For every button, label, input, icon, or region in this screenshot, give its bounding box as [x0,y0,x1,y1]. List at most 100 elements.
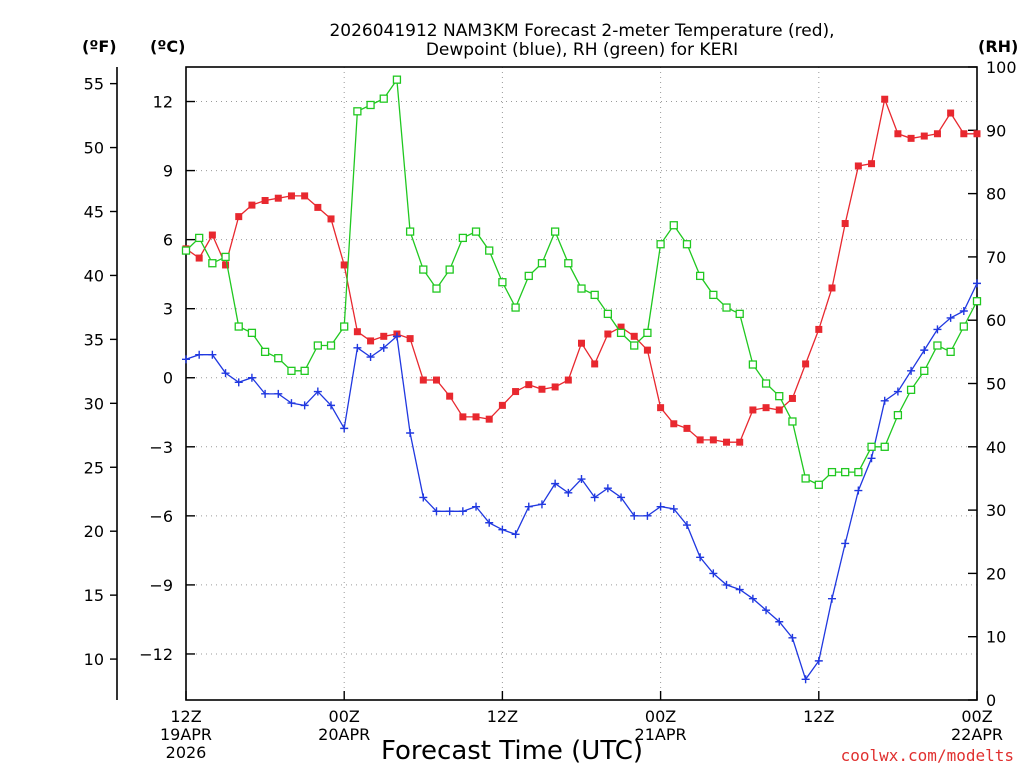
rh-point [485,246,494,255]
rh-point [761,379,771,388]
rh-point [933,341,942,350]
temperature-point [947,109,955,117]
rh-point [181,246,191,255]
temperature-point [287,192,295,200]
dewpoint-point [445,507,454,516]
rh-tick-label: 20 [986,564,1006,583]
dewpoint-point [182,355,190,364]
celsius-tick-label: 0 [163,369,173,388]
rh-point [630,341,639,350]
temperature-point [696,436,704,444]
temperature-point [314,203,322,211]
dewpoint-point [893,387,902,396]
dewpoint-point [946,313,955,322]
temperature-point [775,406,783,414]
x-axis-label: Forecast Time (UTC) [381,736,643,766]
temperature-point [472,413,480,421]
rh-point [946,347,955,357]
dewpoint-point [788,633,797,642]
celsius-tick-label: −9 [149,576,173,595]
rh-tick-label: 60 [986,311,1006,330]
rh-point [880,442,889,451]
temperature-point [419,376,427,384]
temperature-point [538,385,546,393]
dewpoint-point [419,493,428,502]
time-tick-label: 22APR [951,725,1003,744]
temperature-point [340,261,348,269]
rh-tick-label: 100 [986,58,1017,77]
time-tick-label: 12Z [170,707,201,726]
rh-point [221,252,230,262]
rh-point [208,259,217,268]
temperature-point [815,325,823,333]
rh-tick-label: 0 [986,691,996,710]
rh-point [854,467,863,477]
dewpoint-point [748,594,757,603]
fahrenheit-tick-label: 50 [84,139,104,158]
temperature-point [604,330,612,338]
temperature-point [683,424,691,432]
rh-point [682,240,692,249]
dewpoint-point [564,488,573,497]
fahrenheit-tick-label: 45 [84,203,104,222]
celsius-tick-label: −6 [149,507,173,526]
rh-point [669,221,678,230]
chart-title-line2: Dewpoint (blue), RH (green) for KERI [426,40,738,60]
celsius-axis: 12 9 6 3 0 −3 −6 −9 −12 [139,93,195,664]
dewpoint-point [827,594,836,603]
fahrenheit-tick-label: 30 [84,394,104,413]
fahrenheit-tick-label: 20 [84,522,104,541]
time-tick-label: 20APR [318,725,370,744]
rh-point [696,271,705,281]
temperature-point [762,404,770,412]
rh-point [260,347,270,357]
dewpoint-point [234,378,243,387]
dewpoint-point [682,521,691,530]
dewpoint-point [221,369,230,378]
temperature-point [301,192,309,200]
dewpoint-point [327,401,336,410]
celsius-tick-label: 6 [163,231,173,250]
temperature-point [222,261,230,269]
grid-lines [186,67,977,700]
temperature-point [854,162,862,170]
dewpoint-point [458,507,467,516]
rh-point [577,284,586,293]
dewpoint-point [274,389,283,398]
rh-point [353,107,362,116]
rh-point [603,309,613,319]
temperature-point [485,415,493,423]
temperature-point [578,339,585,347]
dewpoint-point [300,401,309,410]
celsius-tick-label: −12 [139,645,173,664]
dewpoint-point [313,387,322,396]
dewpoint-point [472,502,481,511]
temperature-point [907,134,915,142]
temperature-point [367,337,375,345]
fahrenheit-tick-label: 15 [84,586,104,605]
rh-tick-label: 70 [986,248,1006,267]
dewpoint-point [208,350,217,359]
temperature-point [446,392,454,400]
rh-point [287,366,296,375]
temperature-point [709,436,717,444]
rh-point [906,385,916,394]
rh-point [511,303,520,312]
dewpoint-point [709,569,718,578]
fahrenheit-axis: 55 50 45 40 35 30 25 20 15 10 [84,75,117,669]
rh-point [867,442,876,451]
dewpoint-point [379,343,388,352]
rh-point [550,227,560,236]
plot-frame [185,66,978,701]
temperature-point [788,394,796,402]
rh-point [471,227,481,236]
temperature-point [894,130,902,138]
temperature-point [841,220,849,228]
temperature-point [643,346,651,354]
temperature-point [380,332,388,340]
dewpoint-point [669,504,678,513]
time-tick-label: 12Z [487,707,518,726]
dewpoint-point [511,530,520,539]
temperature-point [353,328,361,336]
